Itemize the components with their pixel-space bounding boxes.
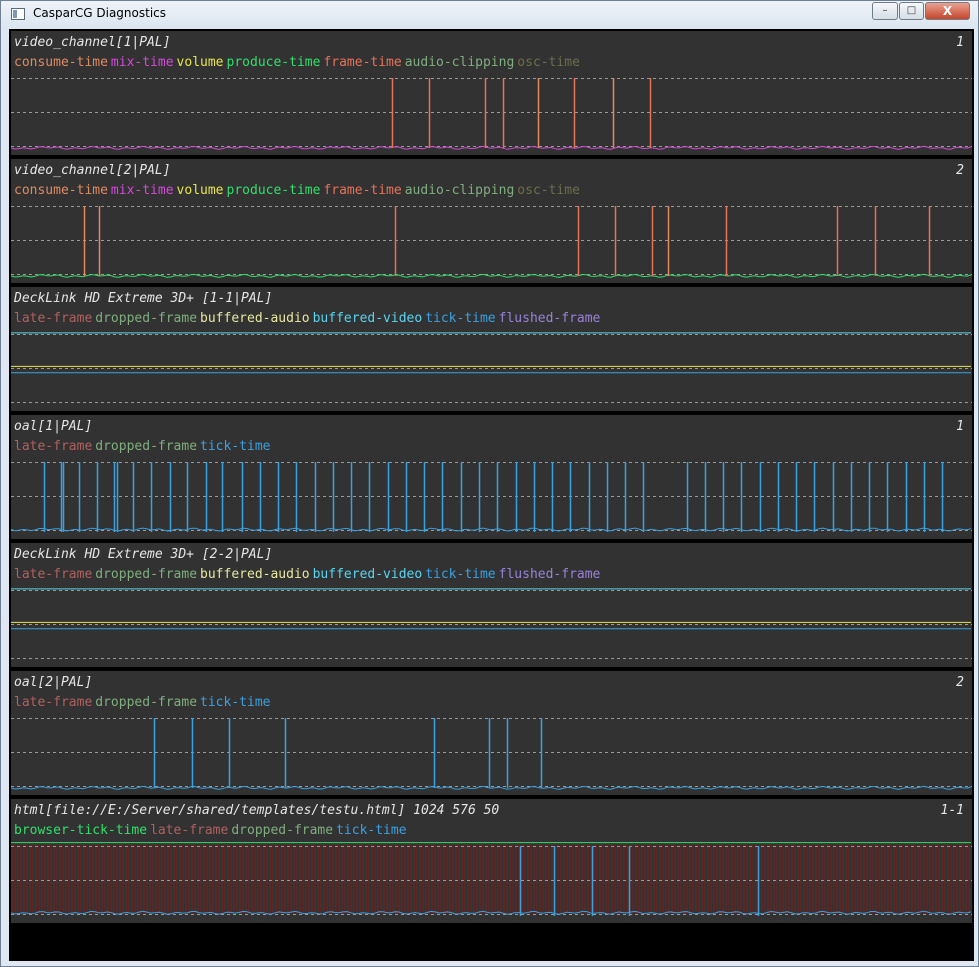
- panel-index: 1: [956, 35, 964, 50]
- app-icon: [11, 8, 25, 20]
- legend-item: tick-time: [425, 311, 496, 326]
- diag-panel: html[file://E:/Server/shared/templates/t…: [11, 799, 972, 925]
- panel-index: 2: [956, 163, 964, 178]
- graph-legend: consume-time mix-time volume produce-time fr…: [14, 183, 583, 198]
- legend-item: consume-time: [14, 55, 108, 70]
- maximize-button[interactable]: □: [899, 2, 924, 20]
- diag-panel: DeckLink HD Extreme 3D+ [1-1|PAL] late-fr…: [11, 287, 972, 413]
- graph-plot: [11, 206, 972, 278]
- panel-title: video_channel[1|PAL]: [14, 35, 171, 50]
- diagnostics-area: video_channel[1|PAL] 1 consume-time mix-tim…: [9, 29, 974, 961]
- graph-plot: [11, 78, 972, 150]
- legend-item: dropped-frame: [95, 439, 198, 454]
- graph-legend: late-frame dropped-frame tick-time: [14, 695, 273, 710]
- graph-plot: [11, 462, 972, 532]
- legend-item: volume: [176, 55, 224, 70]
- graph-plot: [11, 588, 972, 659]
- close-button[interactable]: X: [925, 2, 970, 20]
- panel-title: html[file://E:/Server/shared/templates/t…: [14, 803, 500, 818]
- legend-item: flushed-frame: [498, 567, 601, 582]
- diag-panel: DeckLink HD Extreme 3D+ [2-2|PAL] late-fr…: [11, 543, 972, 669]
- graph-series-line: [11, 273, 972, 278]
- legend-item: tick-time: [200, 439, 271, 454]
- diag-panel: oal[2|PAL] 2 late-frame dropped-frame tick-t…: [11, 671, 972, 797]
- panel-title: oal[2|PAL]: [14, 675, 93, 690]
- legend-item: mix-time: [110, 55, 174, 70]
- diag-panel: video_channel[2|PAL] 2 consume-time mix-tim…: [11, 159, 972, 285]
- graph-legend: browser-tick-time late-frame dropped-frame…: [14, 823, 410, 838]
- legend-item: late-frame: [14, 567, 93, 582]
- graph-series-line: [11, 785, 972, 790]
- legend-item: audio-clipping: [404, 55, 515, 70]
- graph-plot: [11, 842, 972, 916]
- legend-item: consume-time: [14, 183, 108, 198]
- graph-legend: late-frame dropped-frame buffered-audio buf…: [14, 567, 603, 582]
- graph-plot: [11, 718, 972, 790]
- graph-legend: late-frame dropped-frame buffered-audio buf…: [14, 311, 603, 326]
- legend-item: produce-time: [226, 183, 321, 198]
- legend-item: flushed-frame: [498, 311, 601, 326]
- legend-item: dropped-frame: [95, 567, 198, 582]
- empty-area: [9, 929, 974, 961]
- legend-item: tick-time: [336, 823, 407, 838]
- graph-series-line: [11, 145, 972, 150]
- minimize-button[interactable]: –: [872, 2, 898, 20]
- graph-series-line: [11, 910, 972, 915]
- legend-item: buffered-video: [312, 311, 423, 326]
- panel-title: oal[1|PAL]: [14, 419, 93, 434]
- window-title: CasparCG Diagnostics: [33, 6, 167, 20]
- legend-item: mix-time: [110, 183, 174, 198]
- legend-item: buffered-audio: [200, 311, 310, 326]
- panel-index: 1: [956, 419, 964, 434]
- panel-index: 2: [956, 675, 964, 690]
- legend-item: volume: [176, 183, 224, 198]
- legend-item: dropped-frame: [231, 823, 334, 838]
- panel-index: 1-1: [940, 803, 964, 818]
- legend-item: tick-time: [200, 695, 271, 710]
- legend-item: produce-time: [226, 55, 321, 70]
- legend-item: dropped-frame: [95, 695, 198, 710]
- legend-item: frame-time: [323, 55, 402, 70]
- panel-title: DeckLink HD Extreme 3D+ [1-1|PAL]: [14, 291, 273, 306]
- legend-item: buffered-video: [312, 567, 423, 582]
- panel-title: DeckLink HD Extreme 3D+ [2-2|PAL]: [14, 547, 273, 562]
- legend-item: tick-time: [425, 567, 496, 582]
- legend-item: osc-time: [517, 55, 580, 70]
- diag-panel: video_channel[1|PAL] 1 consume-time mix-tim…: [11, 31, 972, 157]
- graph-plot: [11, 332, 972, 403]
- legend-item: audio-clipping: [404, 183, 515, 198]
- diag-panel: oal[1|PAL] 1 late-frame dropped-frame tick-t…: [11, 415, 972, 541]
- legend-item: late-frame: [14, 695, 93, 710]
- legend-item: late-frame: [14, 311, 93, 326]
- legend-item: late-frame: [14, 439, 93, 454]
- legend-item: osc-time: [517, 183, 580, 198]
- legend-item: dropped-frame: [95, 311, 198, 326]
- legend-item: frame-time: [323, 183, 402, 198]
- graph-legend: late-frame dropped-frame tick-time: [14, 439, 273, 454]
- legend-item: browser-tick-time: [14, 823, 148, 838]
- legend-item: buffered-audio: [200, 567, 310, 582]
- legend-item: late-frame: [150, 823, 229, 838]
- panel-title: video_channel[2|PAL]: [14, 163, 171, 178]
- graph-legend: consume-time mix-time volume produce-time fr…: [14, 55, 583, 70]
- title-bar[interactable]: CasparCG Diagnostics – □ X: [1, 1, 978, 29]
